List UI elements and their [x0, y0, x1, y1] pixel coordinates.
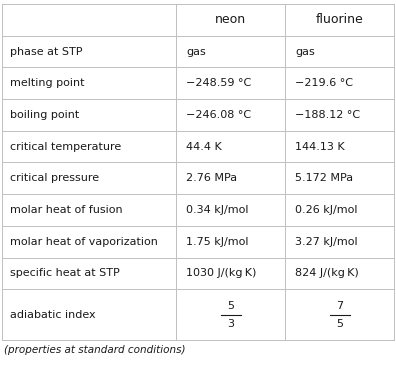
Text: 7: 7: [336, 300, 343, 310]
Text: 1030 J/(kg K): 1030 J/(kg K): [187, 268, 257, 278]
Text: molar heat of fusion: molar heat of fusion: [10, 205, 123, 215]
Text: 0.26 kJ/mol: 0.26 kJ/mol: [295, 205, 358, 215]
Text: 2.76 MPa: 2.76 MPa: [187, 173, 238, 183]
Text: gas: gas: [187, 46, 206, 57]
Text: 0.34 kJ/mol: 0.34 kJ/mol: [187, 205, 249, 215]
Text: critical temperature: critical temperature: [10, 142, 121, 152]
Text: −219.6 °C: −219.6 °C: [295, 78, 353, 88]
Text: phase at STP: phase at STP: [10, 46, 82, 57]
Text: 1.75 kJ/mol: 1.75 kJ/mol: [187, 237, 249, 247]
Text: 5: 5: [227, 300, 234, 310]
Text: specific heat at STP: specific heat at STP: [10, 268, 120, 278]
Text: neon: neon: [215, 13, 246, 26]
Text: 3.27 kJ/mol: 3.27 kJ/mol: [295, 237, 358, 247]
Text: 5.172 MPa: 5.172 MPa: [295, 173, 353, 183]
Text: melting point: melting point: [10, 78, 84, 88]
Text: 5: 5: [336, 319, 343, 329]
Text: (properties at standard conditions): (properties at standard conditions): [4, 345, 185, 355]
Text: fluorine: fluorine: [316, 13, 364, 26]
Text: 144.13 K: 144.13 K: [295, 142, 345, 152]
Text: critical pressure: critical pressure: [10, 173, 99, 183]
Text: −188.12 °C: −188.12 °C: [295, 110, 360, 120]
Text: 44.4 K: 44.4 K: [187, 142, 222, 152]
Text: boiling point: boiling point: [10, 110, 79, 120]
Text: −246.08 °C: −246.08 °C: [187, 110, 251, 120]
Text: 3: 3: [227, 319, 234, 329]
Text: adiabatic index: adiabatic index: [10, 310, 95, 320]
Text: 824 J/(kg K): 824 J/(kg K): [295, 268, 359, 278]
Text: gas: gas: [295, 46, 315, 57]
Text: −248.59 °C: −248.59 °C: [187, 78, 252, 88]
Text: molar heat of vaporization: molar heat of vaporization: [10, 237, 158, 247]
